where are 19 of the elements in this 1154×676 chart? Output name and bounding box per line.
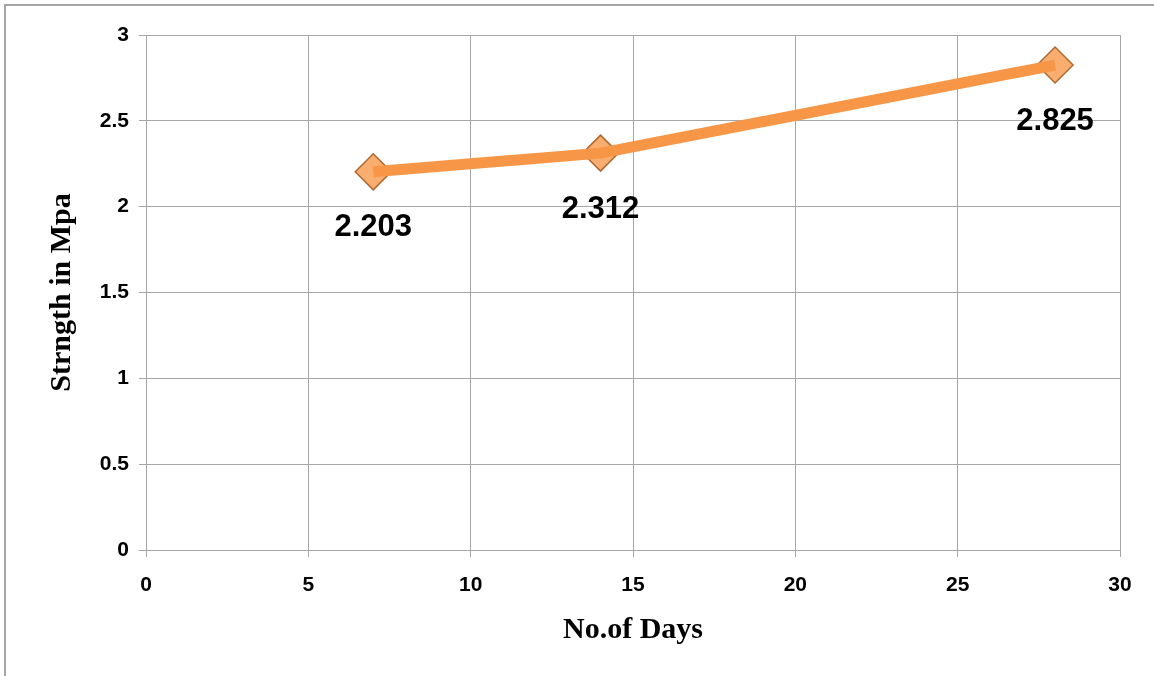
y-tick-label: 0.5 <box>99 450 130 474</box>
x-tick-label: 0 <box>140 572 152 596</box>
y-tick-label: 1 <box>117 365 130 389</box>
x-tick-label: 30 <box>1108 572 1132 596</box>
x-axis-title: No.of Days <box>563 610 703 644</box>
data-label: 2.825 <box>1016 101 1094 137</box>
x-tick-label: 10 <box>458 572 483 596</box>
y-tick-label: 0 <box>117 536 129 560</box>
x-tick-label: 25 <box>945 572 970 596</box>
x-tick-label: 15 <box>621 572 645 596</box>
y-tick-label: 2 <box>117 193 129 217</box>
data-label: 2.203 <box>334 208 413 244</box>
y-tick-label: 2.5 <box>99 107 130 131</box>
x-tick-label: 5 <box>302 572 315 596</box>
y-tick-label: 3 <box>117 21 129 45</box>
data-label: 2.312 <box>561 189 640 225</box>
y-tick-label: 1.5 <box>99 279 130 303</box>
x-tick-label: 20 <box>783 572 808 596</box>
y-axis-title: Strngth in Mpa <box>42 193 76 392</box>
